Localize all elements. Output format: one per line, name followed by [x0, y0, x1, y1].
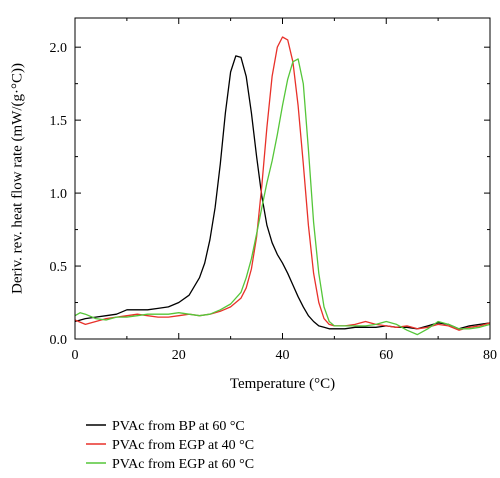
legend-label-2: PVAc from EGP at 40 °C	[112, 438, 254, 453]
plot-area	[74, 36, 491, 336]
y-axis-label: Deriv. rev. heat flow rate (mW/(g·°C))	[9, 63, 25, 294]
series-line-2	[74, 36, 491, 331]
y-tick-label: 1.0	[50, 187, 68, 202]
series-line-3	[74, 58, 491, 336]
legend-label-3: PVAc from EGP at 60 °C	[112, 457, 254, 472]
y-tick-label: 2.0	[50, 41, 68, 56]
x-tick-label: 20	[172, 348, 186, 363]
legend: PVAc from BP at 60 °C PVAc from EGP at 40…	[86, 419, 254, 472]
plot-frame	[74, 17, 491, 340]
legend-label-1: PVAc from BP at 60 °C	[112, 419, 245, 434]
x-tick-label: 40	[276, 348, 290, 363]
x-tick-label: 80	[483, 348, 497, 363]
x-tick-label: 0	[72, 348, 79, 363]
y-tick-label: 0.5	[50, 260, 68, 275]
axis-ticks: 0 20 40 60 80 0.0 0.5 1.0 1.5 2.0	[50, 18, 497, 363]
y-tick-label: 0.0	[50, 333, 68, 348]
x-axis-label: Temperature (°C)	[230, 376, 335, 392]
y-tick-label: 1.5	[50, 114, 68, 129]
series-line-1	[74, 55, 491, 330]
x-tick-label: 60	[379, 348, 393, 363]
